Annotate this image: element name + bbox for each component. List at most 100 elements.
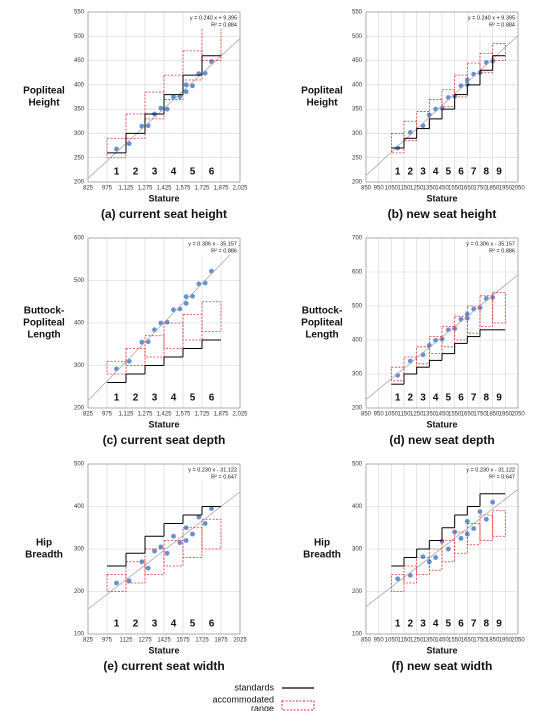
point bbox=[190, 531, 195, 537]
equation-box bbox=[474, 240, 516, 255]
accommodated-range bbox=[479, 514, 494, 541]
y-axis-label: Popliteal bbox=[301, 86, 343, 97]
point bbox=[407, 130, 413, 135]
point bbox=[126, 141, 132, 147]
x-tick-label: 1,575 bbox=[175, 412, 191, 418]
equation-box bbox=[474, 14, 516, 29]
panel: 850 950 1050 1150 1250 1350 1450 1550 1650 1750 18… bbox=[301, 236, 525, 448]
segment-label: 1 bbox=[395, 393, 401, 404]
segment-label: 3 bbox=[420, 167, 426, 178]
x-tick-label: 850 bbox=[361, 638, 372, 644]
equation-box bbox=[196, 14, 238, 29]
y-tick-label: 300 bbox=[352, 547, 363, 553]
y-tick-label: 500 bbox=[352, 34, 363, 40]
segment-label: 2 bbox=[133, 619, 139, 630]
y-tick-label: 450 bbox=[74, 58, 85, 64]
x-tick-label: 1575 bbox=[176, 638, 190, 644]
segment-label: 6 bbox=[209, 619, 215, 630]
legend-range-label: range bbox=[251, 703, 274, 711]
segment-label: 9 bbox=[496, 619, 502, 630]
y-tick-label: 550 bbox=[352, 10, 363, 16]
x-tick-label: 1550 bbox=[448, 638, 462, 644]
segment-label: 3 bbox=[420, 619, 426, 630]
accommodated-range bbox=[163, 74, 184, 100]
y-tick-label: 400 bbox=[352, 82, 363, 88]
y-tick-label: 250 bbox=[352, 155, 363, 161]
accommodated-range bbox=[479, 295, 494, 327]
r-squared: R² = 0.647 bbox=[489, 474, 515, 480]
x-tick-label: 850 bbox=[361, 412, 372, 418]
x-tick-label: 1350 bbox=[423, 638, 437, 644]
x-tick-label: 1425 bbox=[157, 638, 171, 644]
x-tick-label: 1,575 bbox=[175, 186, 191, 192]
x-tick-label: 1150 bbox=[398, 186, 412, 192]
x-tick-label: 2050 bbox=[511, 638, 525, 644]
panel: 825 975 1,125 1,275 1,425 1,575 1,725 1,875 2,02… bbox=[23, 10, 248, 222]
x-tick-label: 1950 bbox=[499, 186, 513, 192]
point bbox=[126, 578, 132, 584]
plot-area bbox=[88, 244, 240, 401]
plot-frame bbox=[87, 463, 241, 635]
plot-area bbox=[88, 491, 240, 610]
point bbox=[158, 544, 164, 550]
r-squared: R² = 0.886 bbox=[211, 248, 237, 254]
x-tick-label: 975 bbox=[102, 412, 113, 418]
plot-area bbox=[366, 274, 518, 400]
x-tick-label: 1850 bbox=[486, 638, 500, 644]
x-tick-label: 1550 bbox=[448, 186, 462, 192]
accommodated-range bbox=[125, 348, 146, 366]
point bbox=[407, 572, 413, 578]
x-tick-label: 1,275 bbox=[137, 412, 153, 418]
x-tick-label: 1,725 bbox=[194, 412, 210, 418]
x-tick-label: 825 bbox=[83, 638, 94, 644]
segment-label: 8 bbox=[484, 393, 490, 404]
y-tick-label: 200 bbox=[74, 406, 85, 412]
x-tick-label: 1,725 bbox=[194, 186, 210, 192]
y-tick-label: 200 bbox=[352, 406, 363, 412]
point bbox=[171, 533, 176, 539]
segment-label: 6 bbox=[209, 393, 215, 404]
point bbox=[202, 521, 208, 526]
accommodated-range bbox=[125, 113, 146, 139]
x-tick-label: 950 bbox=[374, 412, 385, 418]
equation: y = 0.306 x - 35.157 bbox=[188, 241, 237, 247]
x-axis-label: Stature bbox=[426, 193, 457, 203]
segment-label: 3 bbox=[152, 393, 158, 404]
r-squared: R² = 0.886 bbox=[489, 248, 515, 254]
point bbox=[145, 565, 151, 571]
point bbox=[445, 546, 451, 552]
y-tick-label: 550 bbox=[74, 10, 85, 16]
segment-label: 5 bbox=[190, 167, 196, 178]
x-tick-label: 1,425 bbox=[156, 412, 172, 418]
segment-label: 6 bbox=[458, 167, 464, 178]
y-tick-label: 350 bbox=[74, 107, 85, 113]
x-tick-label: 2050 bbox=[511, 412, 525, 418]
x-tick-label: 1750 bbox=[473, 186, 487, 192]
accommodated-range bbox=[428, 548, 443, 571]
panel-caption: (b) new seat height bbox=[388, 207, 497, 221]
panel: 825 975 1125 1275 1425 1575 1725 1875 2025100200… bbox=[25, 462, 247, 674]
x-tick-label: 1150 bbox=[398, 638, 412, 644]
equation-box bbox=[196, 466, 238, 481]
panel-caption: (e) current seat width bbox=[103, 659, 224, 673]
x-tick-label: 1450 bbox=[435, 638, 449, 644]
point bbox=[114, 580, 119, 586]
y-tick-label: 200 bbox=[352, 589, 363, 595]
point bbox=[139, 339, 145, 345]
segment-label: 3 bbox=[420, 393, 426, 404]
point bbox=[458, 535, 464, 541]
segment-label: 2 bbox=[133, 167, 139, 178]
x-tick-label: 1950 bbox=[499, 638, 513, 644]
segment-label: 4 bbox=[171, 393, 177, 404]
segment-label: 5 bbox=[446, 167, 452, 178]
x-tick-label: 1,425 bbox=[156, 186, 172, 192]
point bbox=[158, 105, 164, 111]
point bbox=[458, 83, 464, 89]
accommodated-range bbox=[492, 43, 506, 61]
segment-label: 9 bbox=[496, 167, 502, 178]
x-tick-label: 1650 bbox=[461, 638, 475, 644]
point bbox=[426, 559, 432, 565]
equation-box bbox=[196, 240, 238, 255]
